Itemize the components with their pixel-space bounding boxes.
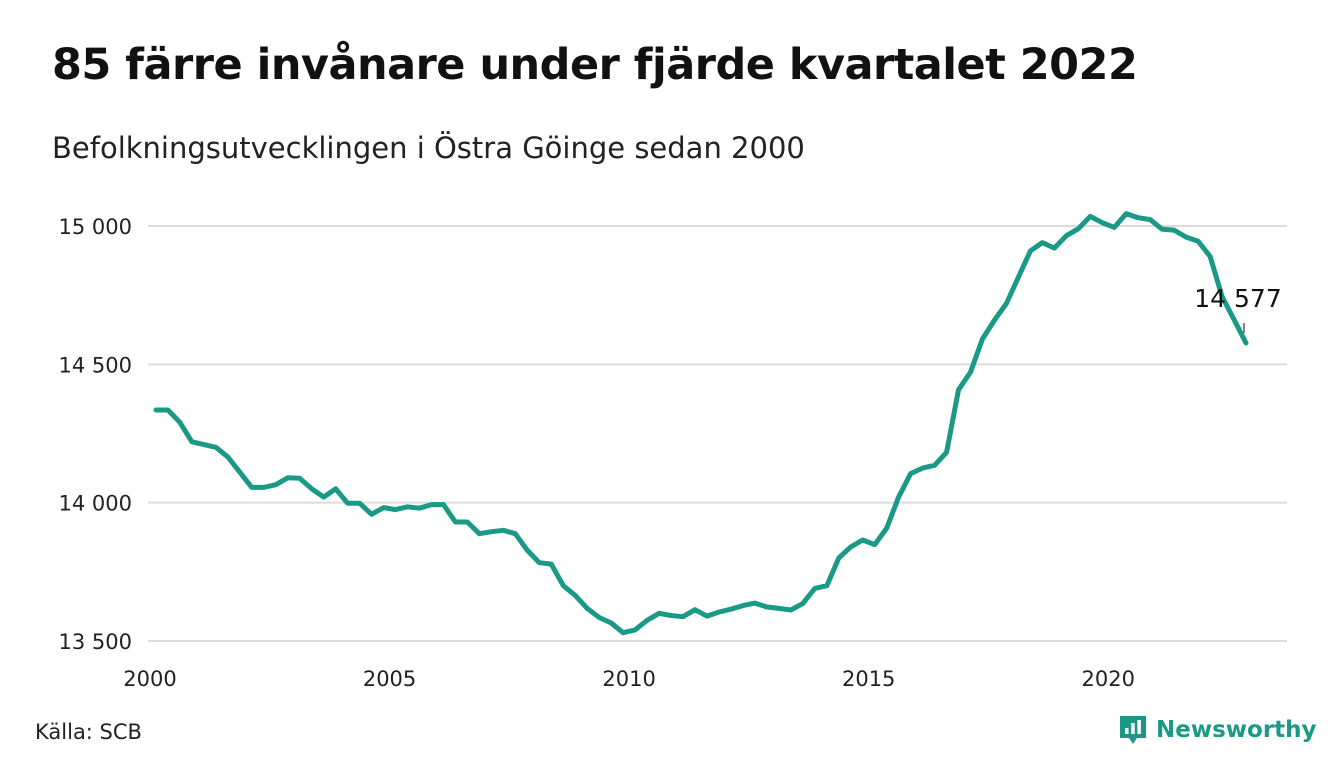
- series-layer: [153, 211, 1249, 636]
- y-tick-label: 14 500: [59, 353, 132, 377]
- chart-subtitle: Befolkningsutvecklingen i Östra Göinge s…: [52, 131, 805, 165]
- line-chart: 13 500 14 000 14 500 15 000 2000 2005 2010 201…: [59, 211, 1287, 691]
- y-axis-ticks: 13 500 14 000 14 500 15 000: [59, 215, 132, 654]
- chart-title: 85 färre invånare under fjärde kvartalet…: [52, 40, 1138, 90]
- end-label-layer: 14 577: [1194, 284, 1282, 334]
- y-tick-label: 13 500: [59, 630, 132, 654]
- x-tick-label: 2000: [123, 667, 176, 691]
- y-tick-label: 14 000: [59, 492, 132, 516]
- brand-logo: Newsworthy: [1118, 714, 1317, 746]
- x-tick-label: 2005: [363, 667, 416, 691]
- brand-name: Newsworthy: [1156, 717, 1317, 743]
- source-note: Källa: SCB: [35, 720, 142, 744]
- x-tick-label: 2020: [1082, 667, 1135, 691]
- y-tick-label: 15 000: [59, 215, 132, 239]
- end-value-label: 14 577: [1194, 284, 1281, 313]
- x-tick-label: 2015: [842, 667, 895, 691]
- series-line: [153, 211, 1249, 636]
- x-axis-ticks: 2000 2005 2010 2015 2020: [123, 667, 1135, 691]
- x-tick-label: 2010: [602, 667, 655, 691]
- gridlines: [148, 225, 1287, 642]
- newsworthy-logo-icon: [1120, 716, 1146, 744]
